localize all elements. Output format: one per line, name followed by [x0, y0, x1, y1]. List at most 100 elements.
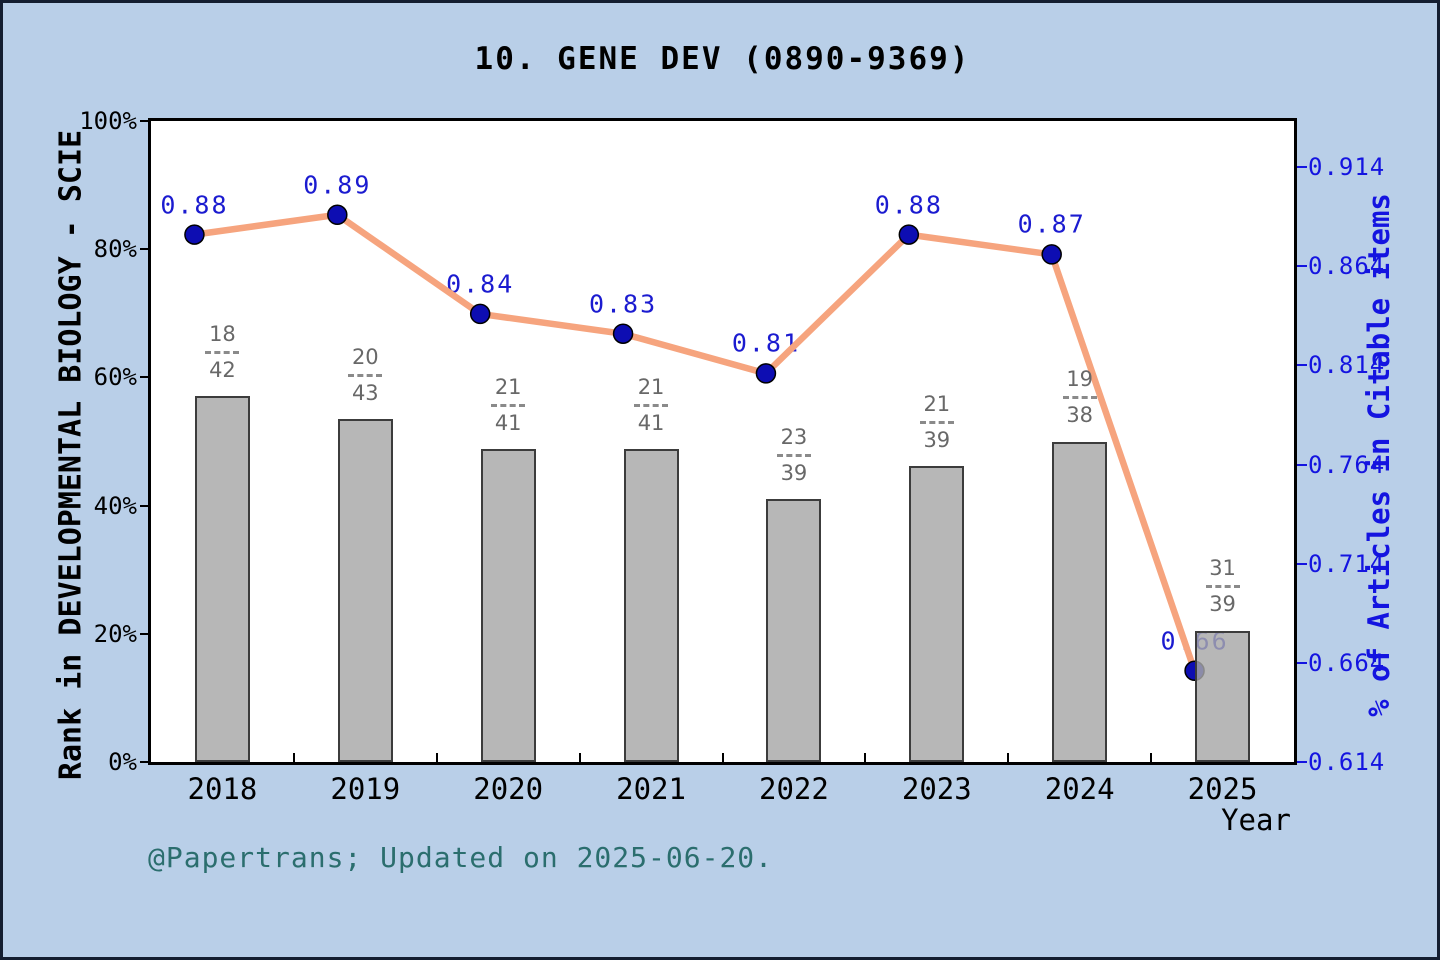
point-value-label: 0.88	[160, 190, 229, 220]
rank-fraction-label: 18 42	[205, 321, 240, 382]
rank-fraction-label: 21 39	[919, 392, 954, 453]
fraction-divider	[776, 453, 811, 457]
fraction-divider	[1062, 396, 1097, 400]
rank-bar	[623, 449, 679, 762]
right-axis-tick-mark	[1297, 364, 1307, 367]
fraction-denominator: 39	[1209, 592, 1236, 617]
x-axis-tick-label: 2023	[901, 772, 972, 806]
x-minor-tick-mark	[292, 753, 295, 762]
x-minor-tick-mark	[435, 753, 438, 762]
data-point-marker	[755, 363, 777, 384]
right-axis-tick-mark	[1297, 562, 1307, 565]
left-axis-tick-label: 0%	[108, 748, 137, 776]
data-point-marker	[612, 323, 634, 344]
fraction-divider	[348, 374, 383, 378]
data-point-marker	[898, 224, 920, 245]
right-axis-tick-mark	[1297, 166, 1307, 169]
left-axis-tick-label: 100%	[79, 107, 137, 135]
trend-line-layer	[184, 204, 1205, 682]
right-axis-tick-mark	[1297, 661, 1307, 664]
rank-fraction-label: 23 39	[776, 424, 811, 485]
rank-bar	[194, 395, 250, 762]
fraction-numerator: 18	[209, 321, 236, 346]
right-axis-tick-label: 0.764	[1308, 450, 1386, 479]
rank-fraction-label: 31 39	[1205, 556, 1240, 617]
rank-fraction-label: 20 43	[348, 344, 383, 406]
x-minor-tick-mark	[864, 753, 867, 762]
rank-bar	[766, 498, 822, 762]
fraction-divider	[205, 350, 240, 354]
fraction-numerator: 21	[923, 392, 951, 416]
left-axis-tick-label: 60%	[93, 363, 137, 392]
rank-bar	[909, 466, 965, 762]
x-axis-tick-label: 2020	[473, 772, 544, 806]
right-axis-tick-mark	[1297, 265, 1307, 268]
trend-line	[191, 211, 1198, 675]
left-axis-tick-mark	[140, 376, 151, 379]
point-value-label: 0.87	[1017, 209, 1086, 239]
point-value-label: 0.89	[303, 170, 372, 200]
x-minor-tick-mark	[1150, 753, 1153, 762]
rank-fraction-label: 21 41	[491, 375, 526, 436]
right-axis-tick-label: 0.814	[1308, 351, 1386, 380]
plot-area: 0.880.890.840.830.810.880.870.6618422043…	[148, 118, 1297, 765]
fraction-denominator: 41	[494, 411, 522, 436]
fraction-denominator: 38	[1066, 403, 1094, 428]
point-value-label: 0.88	[874, 190, 943, 220]
fraction-numerator: 20	[351, 344, 379, 369]
fraction-denominator: 41	[637, 411, 665, 436]
left-axis-tick-mark	[140, 761, 151, 763]
x-axis-tick-label: 2019	[330, 772, 401, 806]
point-value-label: 0.84	[446, 269, 515, 299]
fraction-divider	[634, 404, 669, 408]
x-axis-tick-label: 2024	[1044, 772, 1115, 806]
rank-bar	[1052, 441, 1108, 762]
data-point-marker	[1041, 244, 1062, 265]
x-axis-tick-label: 2025	[1187, 772, 1258, 806]
fraction-numerator: 23	[780, 424, 808, 449]
x-axis-label: Year	[1221, 803, 1291, 837]
rank-bar	[1195, 630, 1251, 762]
x-minor-tick-mark	[1007, 753, 1010, 762]
right-axis-tick-label: 0.714	[1308, 549, 1386, 578]
right-axis-tick-label: 0.664	[1308, 648, 1386, 677]
right-axis-tick-label: 0.864	[1308, 252, 1386, 281]
data-point-marker	[184, 224, 205, 245]
fraction-denominator: 43	[351, 381, 379, 406]
rank-bar	[480, 449, 536, 762]
right-axis-tick-mark	[1297, 761, 1307, 763]
rank-fraction-label: 19 38	[1062, 368, 1097, 428]
fraction-numerator: 21	[494, 375, 522, 400]
x-axis-tick-label: 2018	[187, 772, 258, 806]
fraction-denominator: 42	[209, 357, 236, 382]
left-axis-tick-label: 40%	[93, 491, 137, 520]
left-axis-tick-mark	[140, 248, 151, 251]
x-minor-tick-mark	[578, 753, 581, 762]
left-axis-tick-mark	[140, 504, 151, 507]
left-axis-title: Rank in DEVELOPMENTAL BIOLOGY - SCIE	[53, 129, 89, 781]
fraction-divider	[1205, 585, 1240, 589]
data-point-marker	[469, 303, 491, 325]
right-axis-tick-label: 0.614	[1308, 748, 1386, 776]
rank-fraction-label: 21 41	[634, 376, 669, 436]
fraction-denominator: 39	[923, 428, 951, 453]
footer-credit: @Papertrans; Updated on 2025-06-20.	[148, 841, 774, 874]
left-axis-tick-label: 20%	[93, 619, 137, 648]
fraction-divider	[919, 421, 954, 425]
x-axis-tick-label: 2021	[616, 772, 686, 806]
rank-bar	[337, 419, 393, 762]
left-axis-tick-mark	[140, 632, 151, 635]
fraction-numerator: 31	[1209, 556, 1236, 581]
x-axis-tick-label: 2022	[759, 772, 829, 806]
chart-title: 10. GENE DEV (0890-9369)	[474, 41, 971, 77]
left-axis-tick-label: 80%	[93, 235, 137, 264]
fraction-denominator: 39	[780, 460, 808, 485]
right-axis-tick-label: 0.914	[1308, 153, 1386, 182]
x-minor-tick-mark	[721, 753, 724, 762]
data-point-marker	[327, 204, 348, 226]
fraction-divider	[491, 404, 526, 408]
left-axis-tick-mark	[140, 120, 151, 122]
point-value-label: 0.83	[588, 289, 658, 319]
right-axis-tick-mark	[1297, 463, 1307, 466]
